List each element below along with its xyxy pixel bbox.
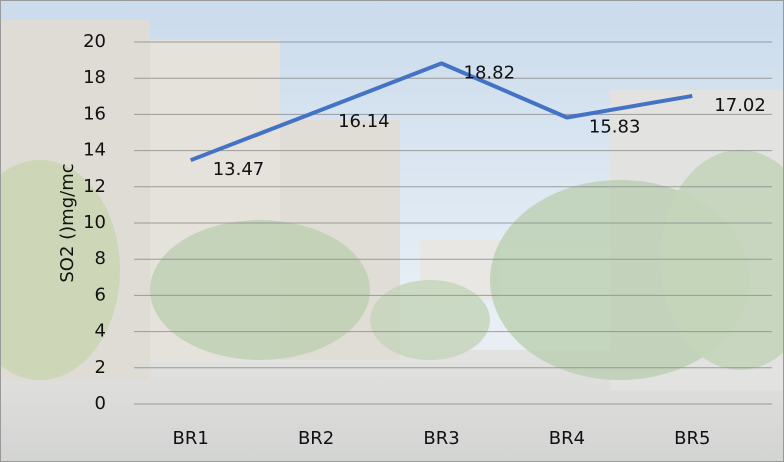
y-tick-label: 16 (83, 103, 106, 124)
data-label: 18.82 (464, 62, 516, 83)
data-label: 17.02 (714, 95, 766, 116)
y-tick-label: 10 (83, 212, 106, 233)
y-tick-label: 2 (95, 357, 106, 378)
y-tick-label: 0 (95, 393, 106, 414)
x-tick-label: BR1 (173, 428, 209, 449)
data-label: 13.47 (213, 159, 265, 180)
x-tick-label: BR4 (549, 428, 585, 449)
line-series (189, 61, 693, 163)
y-tick-label: 18 (83, 67, 106, 88)
x-tick-label: BR3 (423, 428, 459, 449)
data-label: 16.14 (338, 111, 390, 132)
data-label: 15.83 (589, 116, 641, 137)
y-tick-label: 4 (95, 321, 106, 342)
y-tick-label: 20 (83, 31, 106, 52)
x-tick-label: BR2 (298, 428, 334, 449)
y-tick-label: 12 (83, 176, 106, 197)
y-tick-label: 6 (95, 284, 106, 305)
y-tick-label: 8 (95, 248, 106, 269)
y-axis-title: SO2 ()mg/mc (57, 163, 78, 282)
y-tick-label: 14 (83, 140, 106, 161)
x-tick-label: BR5 (674, 428, 710, 449)
